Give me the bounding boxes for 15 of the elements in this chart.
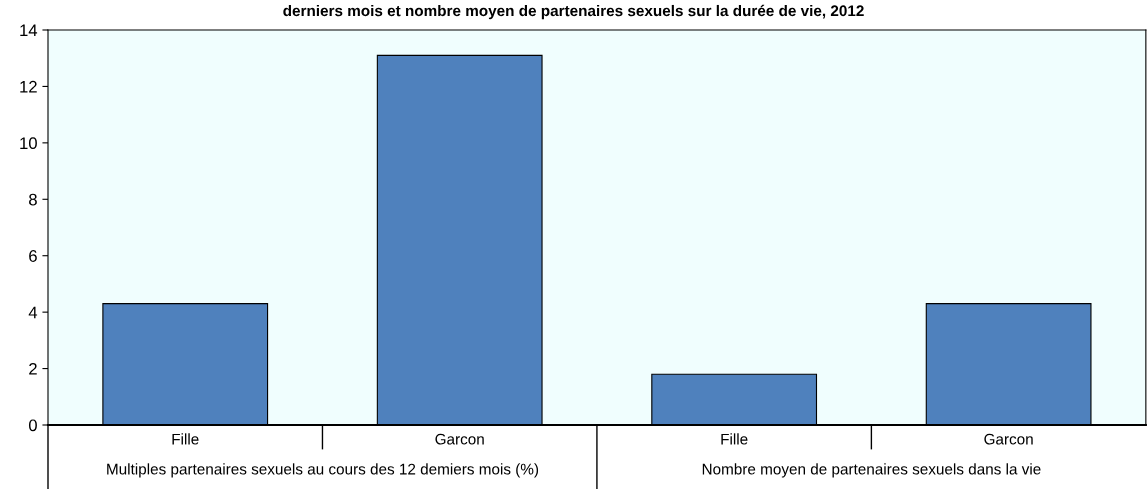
y-tick-label: 2 [29, 362, 37, 375]
y-tick-label: 4 [28, 306, 38, 319]
text: Nombre moyen de partenaires sexuels dans la vie [702, 463, 1041, 478]
chart-title: derniers mois et nombre moyen de partenaires sexuels sur la durée de vie, 2012 [283, 4, 864, 20]
y-tick-label: 12 [20, 80, 37, 93]
x-tick-label: Fille [721, 433, 748, 445]
x-tick-label: Garcon [435, 433, 484, 445]
x-tick-label: Fille [172, 433, 199, 445]
y-tick-label: 6 [29, 250, 37, 262]
y-tick-label: 8 [29, 193, 37, 206]
x-tick-label: Garcon [984, 433, 1033, 445]
text: Multiples partenaires sexuels au cours des 12 demiers mois (%) [107, 463, 539, 478]
y-tick-label: 0 [28, 419, 37, 432]
y-tick-label: 14 [20, 24, 38, 37]
y-tick-label: 10 [20, 137, 37, 150]
